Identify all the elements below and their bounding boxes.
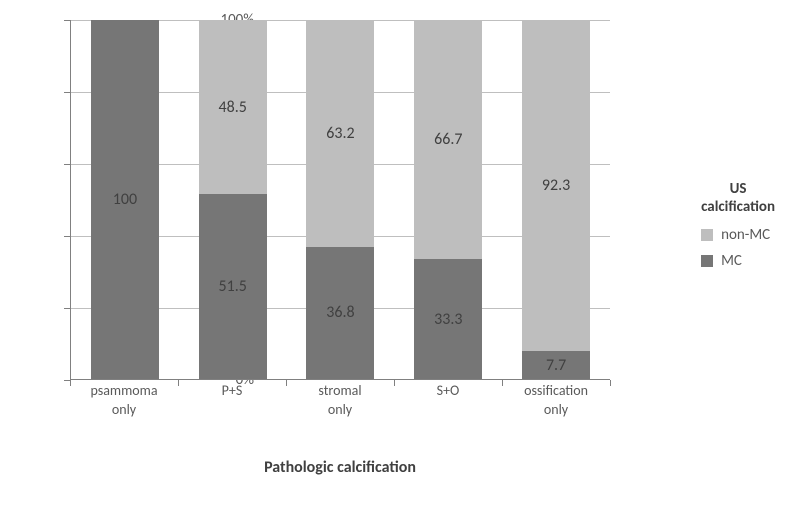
bars: 100 48.551.5 63.236.8 66.733.3 92.37.7	[71, 20, 610, 379]
bar-segment-mc: 51.5	[199, 194, 267, 379]
bar-segment-mc: 100	[91, 20, 159, 379]
legend-item: MC	[701, 252, 775, 270]
bar-segment-mc: 7.7	[522, 351, 590, 379]
bar-segment-non-mc: 66.7	[414, 20, 482, 259]
bar-segment-non-mc: 63.2	[306, 20, 374, 247]
plot-area: 100 48.551.5 63.236.8 66.733.3 92.37.7	[70, 20, 610, 380]
legend-label: MC	[721, 252, 742, 270]
legend-swatch-icon	[701, 229, 713, 241]
x-category-label: P+S	[198, 382, 266, 420]
chart-container: 0%20%40%60%80%100% 10048.551.563.236.866…	[0, 0, 800, 507]
x-category-label: S+O	[414, 382, 482, 420]
x-axis-labels: psammomaonly P+S stromalonly S+O ossificat…	[70, 382, 610, 420]
legend-swatch-icon	[701, 255, 713, 267]
bar-column: 66.733.3	[414, 20, 482, 379]
x-axis-title: Pathologic calcification	[70, 458, 610, 477]
legend-label: non-MC	[721, 226, 770, 244]
bar-segment-non-mc: 48.5	[199, 20, 267, 194]
bar-column: 63.236.8	[306, 20, 374, 379]
bar-segment-mc: 36.8	[306, 247, 374, 379]
bar-segment-mc: 33.3	[414, 259, 482, 379]
x-tick-mark	[610, 380, 611, 386]
x-category-label: stromalonly	[306, 382, 374, 420]
bar-column: 100	[91, 20, 159, 379]
x-category-label: ossificationonly	[522, 382, 590, 420]
bar-segment-non-mc: 92.3	[522, 20, 590, 351]
legend-item: non-MC	[701, 226, 775, 244]
x-category-label: psammomaonly	[90, 382, 158, 420]
legend: US calcification non-MC MC	[701, 180, 775, 278]
legend-title: US calcification	[701, 180, 775, 216]
bar-column: 92.37.7	[522, 20, 590, 379]
bar-column: 48.551.5	[199, 20, 267, 379]
